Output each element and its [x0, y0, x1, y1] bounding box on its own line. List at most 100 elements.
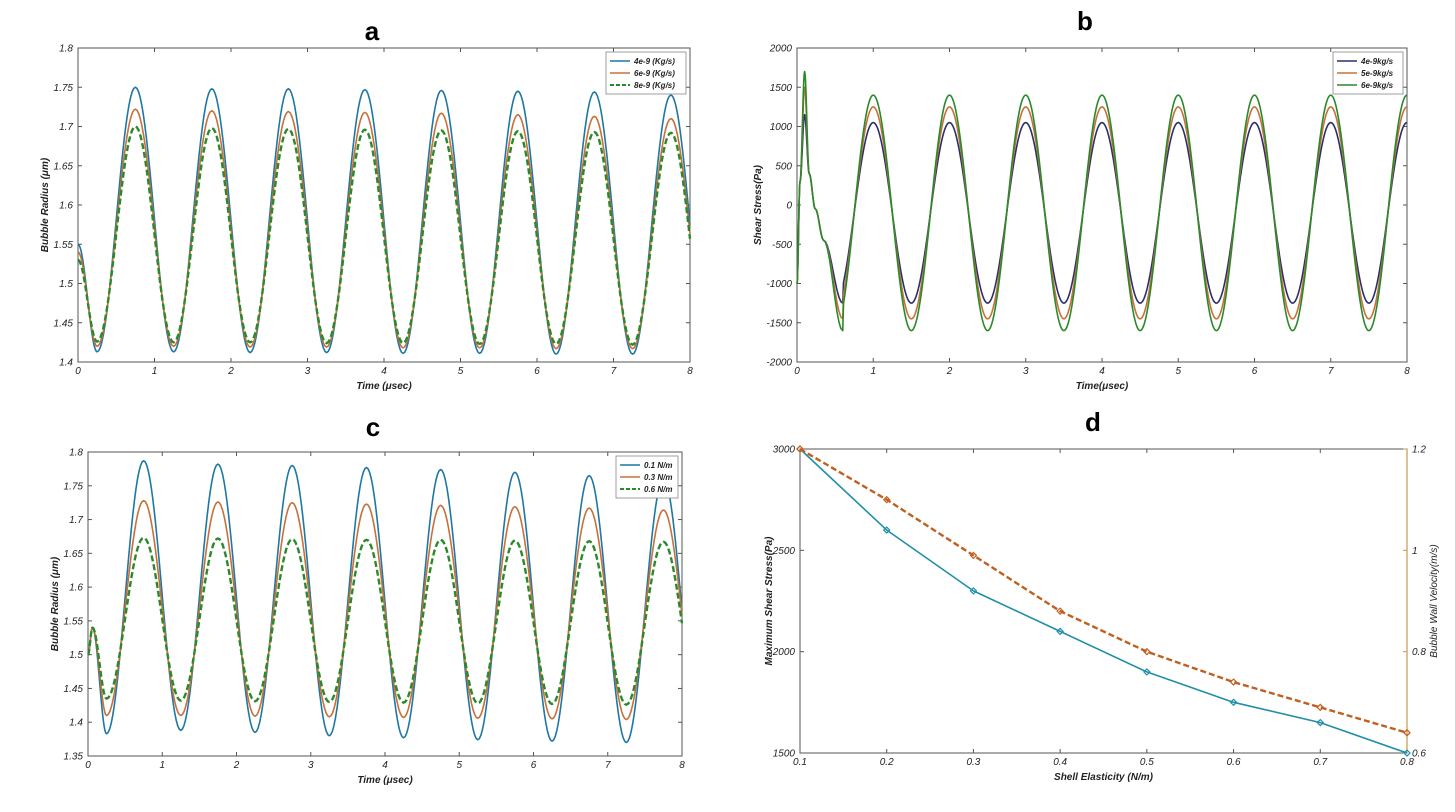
- x-tick-label: 7: [1328, 366, 1334, 377]
- x-axis-label: Time (μsec): [356, 381, 412, 392]
- y-tick-label: 1.4: [59, 358, 73, 369]
- y-axis-label: Shear Stress(Pa): [753, 164, 764, 245]
- y2-tick-label: 1.2: [1412, 445, 1426, 456]
- y2-axis-label: Bubble Wall Velocity(m/s): [1429, 544, 1440, 657]
- x-tick-label: 6: [1252, 366, 1258, 377]
- x-tick-label: 8: [1404, 366, 1410, 377]
- x-tick-label: 8: [687, 366, 693, 377]
- y-tick-label: 0: [786, 201, 792, 212]
- y-tick-label: 2000: [772, 647, 796, 658]
- series-line-2: [87, 499, 683, 721]
- y-tick-label: 3000: [773, 445, 796, 456]
- y-tick-label: 2000: [769, 44, 793, 55]
- y-tick-label: 1.7: [59, 122, 73, 133]
- x-tick-label: 5: [1175, 366, 1181, 377]
- legend-entry: 4e-9 (Kg/s): [633, 57, 675, 66]
- series-line-1: [799, 448, 1408, 754]
- x-tick-label: 1: [152, 366, 158, 377]
- y-tick-label: 500: [775, 161, 792, 172]
- data-point-marker: [1056, 627, 1064, 636]
- data-point-marker: [969, 587, 978, 595]
- x-tick-label: 0.8: [1400, 757, 1414, 768]
- x-tick-label: 5: [456, 760, 462, 771]
- y-tick-label: 1.5: [59, 279, 73, 290]
- series-line-3: [86, 536, 684, 706]
- series-line-2: [77, 108, 691, 350]
- x-tick-label: 0.6: [1227, 757, 1241, 768]
- x-tick-label: 2: [946, 366, 953, 377]
- y2-tick-label: 1: [1412, 546, 1418, 557]
- data-point-marker: [1316, 718, 1325, 727]
- x-tick-label: 0.3: [966, 757, 980, 768]
- x-tick-label: 5: [458, 366, 464, 377]
- legend: 4e-9kg/s 5e-9kg/s 6e-9kg/s: [1332, 51, 1404, 95]
- x-tick-label: 3: [305, 366, 311, 377]
- y-tick-label: -1500: [766, 318, 792, 329]
- legend-entry: 8e-9 (Kg/s): [634, 81, 675, 90]
- y-tick-label: 1.75: [54, 83, 74, 94]
- legend-entry: 0.3 N/m: [644, 473, 672, 482]
- series-line-2: [799, 447, 1408, 734]
- y-tick-label: 1.55: [54, 240, 74, 251]
- y-tick-label: -1000: [766, 279, 792, 290]
- y-tick-label: 1.4: [69, 718, 83, 729]
- x-tick-label: 0: [85, 760, 91, 771]
- x-tick-label: 0.7: [1313, 757, 1327, 768]
- y-tick-label: 1.7: [69, 515, 83, 526]
- x-tick-label: 2: [233, 760, 240, 771]
- data-point-marker: [1403, 728, 1411, 737]
- panel-title: b: [1077, 6, 1093, 36]
- y-axis-label: Bubble Radius (μm): [50, 556, 61, 651]
- y2-tick-label: 0.6: [1412, 749, 1426, 760]
- y-tick-label: 1500: [770, 83, 793, 94]
- legend: 4e-9 (Kg/s) 6e-9 (Kg/s) 8e-9 (Kg/s): [605, 51, 687, 95]
- y-axis-label: Maximum Shear Stress(Pa): [764, 536, 775, 666]
- x-tick-label: 1: [870, 366, 876, 377]
- x-tick-label: 0: [794, 366, 800, 377]
- y2-tick-label: 0.8: [1412, 647, 1426, 658]
- x-tick-label: 0.1: [793, 757, 807, 768]
- x-tick-label: 0.4: [1053, 757, 1067, 768]
- y-tick-label: 1.65: [54, 161, 74, 172]
- data-point-marker: [1229, 698, 1238, 707]
- data-point-marker: [1056, 607, 1064, 615]
- panel-c: c 0 1 2 3 4 5 6 7 8 1.35 1.4 1.45 1.5 1.55 1.6 1.65 1.7 1.…: [50, 412, 685, 786]
- y-tick-label: 1000: [770, 122, 793, 133]
- data-point-marker: [1143, 668, 1151, 676]
- x-tick-label: 3: [308, 760, 314, 771]
- series-line-3: [796, 70, 1408, 332]
- plot-frame: [77, 47, 691, 363]
- y-tick-label: 2500: [772, 546, 796, 557]
- y-tick-label: -500: [772, 240, 792, 251]
- panel-title: a: [365, 16, 380, 46]
- y-tick-label: 1.8: [59, 44, 73, 55]
- y-tick-label: 1.75: [64, 481, 84, 492]
- x-tick-label: 0: [75, 366, 81, 377]
- y-tick-label: 1.6: [59, 201, 73, 212]
- y-tick-label: 1.45: [64, 684, 84, 695]
- y-tick-label: 1.45: [54, 318, 74, 329]
- legend-entry: 6e-9 (Kg/s): [634, 69, 675, 78]
- x-axis-label: Time(μsec): [1076, 381, 1129, 392]
- data-point-marker: [796, 445, 804, 453]
- y-tick-label: 1.5: [69, 650, 83, 661]
- legend-entry: 6e-9kg/s: [1361, 81, 1394, 90]
- series-line-1: [796, 113, 1408, 304]
- y-axis-label: Bubble Radius (μm): [40, 157, 51, 252]
- panel-title: d: [1085, 407, 1101, 437]
- x-tick-label: 1: [159, 760, 165, 771]
- x-tick-label: 6: [534, 366, 540, 377]
- panel-d: d 0.1 0.2 0.3 0.4 0.5 0.6 0.7 0.8 1500 2000 2500 300…: [764, 407, 1440, 783]
- legend-entry: 0.1 N/m: [644, 461, 672, 470]
- data-point-marker: [1143, 647, 1151, 656]
- legend: 0.1 N/m 0.3 N/m 0.6 N/m: [615, 455, 679, 499]
- x-axis-label: Time (μsec): [357, 775, 413, 786]
- x-tick-label: 7: [605, 760, 611, 771]
- series-line-1: [87, 459, 683, 744]
- data-point-marker: [882, 495, 891, 504]
- panel-a: a 0 1 2 3 4 5 6 7 8 1.4 1.45 1.5 1.55 1.6 1.65 1.7 1.75 1.…: [40, 16, 693, 392]
- plot-frame: [799, 448, 1408, 754]
- y-tick-label: 1.8: [69, 448, 83, 459]
- x-tick-label: 7: [611, 366, 617, 377]
- panel-b: b 0 1 2 3 4 5 6 7 8 -2000 -1500 -1000 -500 0 500 1000 150…: [753, 6, 1410, 392]
